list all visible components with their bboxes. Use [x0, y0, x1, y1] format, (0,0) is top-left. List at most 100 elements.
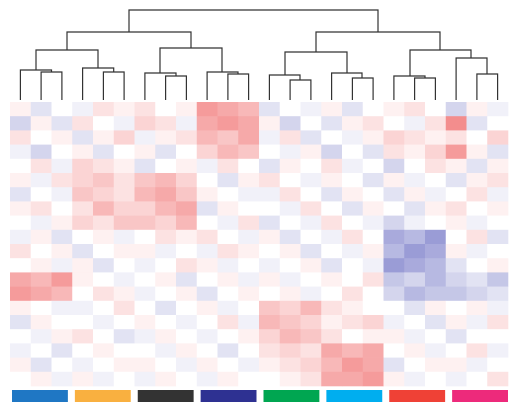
heatmap-cell: [404, 244, 426, 259]
heatmap-cell: [383, 187, 405, 202]
heatmap-cell: [113, 300, 135, 316]
group-color-bar: [137, 390, 194, 402]
heatmap-cell: [51, 201, 73, 216]
heatmap-cell: [425, 272, 447, 287]
heatmap-cell: [217, 258, 239, 273]
heatmap-cell: [300, 187, 322, 202]
heatmap-cell: [134, 130, 156, 145]
heatmap-cell: [238, 173, 260, 188]
heatmap-cell: [72, 102, 94, 117]
heatmap-cell: [238, 286, 260, 302]
heatmap-cell: [113, 187, 135, 202]
heatmap-cell: [155, 258, 177, 273]
group-color-bar: [12, 390, 68, 402]
heatmap-cell: [72, 329, 94, 344]
heatmap-cell: [176, 130, 198, 145]
heatmap-cell: [383, 300, 405, 316]
heatmap-cell: [176, 357, 198, 373]
heatmap-cell: [155, 329, 177, 344]
heatmap-cell: [362, 357, 384, 373]
heatmap-cell: [113, 116, 135, 131]
dendrogram-link: [227, 73, 250, 100]
heatmap-cell: [445, 201, 467, 216]
heatmap-cell: [30, 272, 52, 287]
heatmap-cell: [196, 187, 218, 202]
heatmap-cell: [51, 258, 73, 273]
heatmap-cell: [155, 244, 177, 259]
heatmap-cell: [404, 286, 426, 302]
heatmap-cell: [134, 144, 156, 160]
heatmap-cell: [10, 144, 32, 160]
heatmap-cell: [30, 173, 52, 188]
heatmap-cell: [113, 343, 135, 358]
heatmap-cell: [466, 329, 488, 344]
heatmap-cell: [72, 116, 94, 131]
heatmap-cell: [279, 116, 301, 131]
heatmap-cell: [487, 315, 509, 330]
heatmap-cell: [362, 215, 384, 231]
heatmap-cell: [134, 329, 156, 344]
heatmap-cell: [445, 215, 467, 231]
heatmap-cell: [466, 116, 488, 131]
heatmap-cell: [445, 173, 467, 188]
heatmap-cell: [445, 116, 467, 131]
heatmap-cell: [196, 258, 218, 273]
heatmap-cell: [134, 286, 156, 302]
heatmap-cell: [155, 130, 177, 145]
heatmap-cell: [93, 173, 115, 188]
heatmap-cell: [51, 343, 73, 358]
heatmap-cell: [259, 258, 281, 273]
heatmap-cell: [51, 144, 73, 160]
heatmap-cell: [93, 102, 115, 117]
heatmap-cell: [425, 258, 447, 273]
heatmap-cell: [362, 144, 384, 160]
heatmap-cell: [300, 371, 322, 387]
heatmap-cell: [404, 357, 426, 373]
heatmap-cell: [445, 229, 467, 245]
heatmap-cell: [51, 357, 73, 373]
heatmap-cell: [321, 229, 343, 245]
heatmap-cell: [300, 272, 322, 287]
group-color-bar: [263, 390, 320, 402]
heatmap-cell: [487, 201, 509, 216]
heatmap-cell: [155, 215, 177, 231]
heatmap-cell: [300, 258, 322, 273]
heatmap-cell: [259, 102, 281, 117]
heatmap-cell: [51, 102, 73, 117]
dendrogram-link: [409, 49, 472, 76]
group-color-bar: [200, 390, 257, 402]
heatmap-cell: [134, 173, 156, 188]
heatmap-cell: [93, 258, 115, 273]
heatmap-cell: [30, 244, 52, 259]
heatmap-cell: [279, 229, 301, 245]
heatmap-cell: [300, 329, 322, 344]
heatmap-cell: [113, 229, 135, 245]
heatmap-cell: [155, 102, 177, 117]
heatmap-cell: [30, 371, 52, 387]
heatmap-cell: [383, 371, 405, 387]
heatmap-cell: [10, 300, 32, 316]
heatmap-cell: [362, 329, 384, 344]
heatmap-cell: [321, 286, 343, 302]
heatmap-cell: [383, 173, 405, 188]
heatmap-cell: [176, 187, 198, 202]
heatmap-cell: [196, 130, 218, 145]
heatmap-cell: [342, 244, 364, 259]
heatmap-cell: [238, 343, 260, 358]
heatmap-cell: [362, 102, 384, 117]
heatmap-cell: [259, 272, 281, 287]
heatmap-cell: [445, 329, 467, 344]
heatmap-cell: [487, 130, 509, 145]
dendrogram-link: [165, 75, 187, 100]
heatmap-cell: [362, 116, 384, 131]
heatmap-cell: [259, 343, 281, 358]
heatmap-cell: [321, 300, 343, 316]
heatmap-cell: [113, 315, 135, 330]
heatmap-cell: [10, 315, 32, 330]
heatmap-cell: [300, 116, 322, 131]
heatmap-cell: [176, 215, 198, 231]
heatmap-cell: [155, 343, 177, 358]
dendrogram-link: [206, 71, 239, 100]
heatmap-cell: [321, 215, 343, 231]
